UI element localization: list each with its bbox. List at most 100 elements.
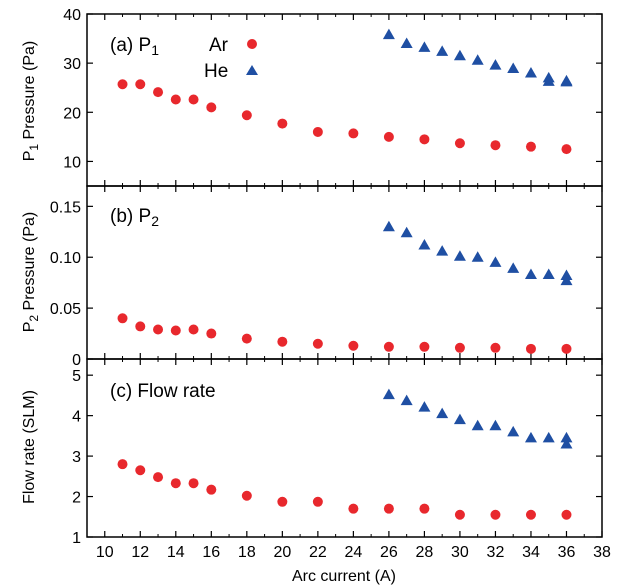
he-data-point — [400, 226, 413, 238]
ar-data-point — [241, 110, 252, 121]
he-data-point — [382, 28, 395, 40]
panel-b-title-main: (b) P — [110, 206, 151, 227]
x-tick-label: 18 — [238, 544, 256, 561]
x-tick-label: 28 — [416, 544, 434, 561]
x-tick-label: 30 — [451, 544, 469, 561]
x-tick-label: 24 — [344, 544, 362, 561]
he-data-point — [400, 37, 413, 48]
ar-data-point — [153, 87, 164, 98]
panel-a-ylabel-rest: Pressure (Pa) — [21, 41, 38, 144]
ar-data-point — [170, 478, 181, 489]
x-tick-label: 20 — [273, 544, 291, 561]
x-tick-label: 14 — [167, 544, 185, 561]
panel-a-title: (a) P1 — [110, 35, 159, 58]
he-data-point — [524, 431, 537, 443]
ar-data-point — [490, 509, 501, 520]
he-data-point — [453, 413, 466, 425]
panel-a-ylabel: P1 Pressure (Pa) — [21, 41, 41, 162]
ar-data-point — [241, 333, 252, 344]
he-data-point — [400, 394, 413, 406]
ar-data-point — [419, 134, 430, 145]
y-tick-label: 1 — [72, 530, 81, 547]
ar-data-point — [188, 94, 199, 105]
ar-data-point — [170, 325, 181, 336]
y-tick-label: 0.10 — [50, 250, 81, 267]
panel-a-title-sub: 1 — [151, 42, 159, 58]
ar-data-point — [561, 144, 572, 155]
ar-data-point — [277, 496, 288, 507]
panel-b-frame — [86, 185, 603, 360]
he-data-point — [382, 220, 395, 232]
ar-data-point — [348, 503, 359, 514]
ar-data-point — [188, 324, 199, 335]
x-tick-label: 38 — [593, 544, 611, 561]
he-data-point — [560, 75, 573, 87]
ar-data-point — [490, 342, 501, 353]
x-tick-label: 12 — [131, 544, 149, 561]
ar-data-point — [454, 342, 465, 353]
he-data-point — [436, 245, 449, 256]
panel-b-title-sub: 2 — [151, 213, 159, 229]
y-tick-label: 0.05 — [50, 301, 81, 318]
legend-ar-label: Ar — [209, 35, 229, 56]
ar-data-point — [135, 79, 146, 90]
he-data-point — [560, 431, 573, 443]
he-data-point — [418, 239, 431, 250]
x-tick-label: 26 — [380, 544, 398, 561]
he-data-point — [524, 268, 537, 280]
panel-b-ytick-labels: 0 0.05 0.10 0.15 — [50, 199, 81, 369]
ar-data-point — [277, 336, 288, 347]
ar-data-point — [135, 465, 146, 476]
he-data-point — [418, 41, 431, 52]
panel-b-pressure-p2: 00.050.100.15 (b) P2 P2 Pressure (Pa) — [21, 185, 603, 369]
he-data-point — [418, 401, 431, 412]
ar-data-point — [490, 140, 501, 151]
legend-he-label: He — [204, 61, 228, 82]
panel-a-marks — [117, 28, 573, 155]
ar-data-point — [206, 102, 217, 113]
he-data-point — [471, 251, 484, 262]
panel-c-ytick-labels: 1 2 3 4 5 — [72, 368, 81, 547]
y-tick-label: 20 — [63, 105, 81, 122]
ar-data-point — [561, 509, 572, 520]
x-tick-label: 34 — [522, 544, 540, 561]
ar-data-point — [153, 324, 164, 335]
x-tick-label: 36 — [558, 544, 576, 561]
x-tick-label: 16 — [202, 544, 220, 561]
ar-data-point — [348, 340, 359, 351]
y-tick-label: 2 — [72, 490, 81, 507]
ar-data-point — [383, 341, 394, 352]
ar-data-point — [419, 341, 430, 352]
he-data-point — [542, 75, 555, 86]
panel-b-ylabel-p: P — [21, 322, 38, 333]
ar-data-point — [525, 509, 536, 520]
he-data-point — [489, 59, 502, 70]
ar-data-point — [312, 496, 323, 507]
panel-b-ylabel-rest: Pressure (Pa) — [21, 212, 38, 315]
legend-he-marker — [246, 65, 258, 75]
ar-data-point — [277, 118, 288, 129]
he-data-point — [489, 256, 502, 267]
y-tick-label: 5 — [72, 368, 81, 385]
ar-data-point — [135, 321, 146, 332]
panel-c-frame — [86, 358, 603, 538]
ar-data-point — [383, 131, 394, 142]
panel-b-marks — [117, 220, 573, 354]
ar-data-point — [419, 503, 430, 514]
x-tick-label: 22 — [309, 544, 327, 561]
ar-data-point — [383, 503, 394, 514]
ar-data-point — [312, 338, 323, 349]
ar-data-point — [525, 141, 536, 152]
he-data-point — [507, 425, 520, 437]
panel-a-ylabel-p: P — [21, 151, 38, 162]
panel-a-ticks — [86, 13, 603, 186]
panel-b-ylabel-sub: 2 — [27, 315, 41, 322]
he-data-point — [382, 388, 395, 400]
ar-data-point — [117, 79, 128, 90]
panel-c-marks — [117, 388, 573, 520]
he-data-point — [471, 419, 484, 431]
he-data-point — [436, 407, 449, 419]
panel-c-xtick-labels: 10 12 14 16 18 20 22 24 26 28 30 32 34 36 38 — [96, 544, 611, 561]
